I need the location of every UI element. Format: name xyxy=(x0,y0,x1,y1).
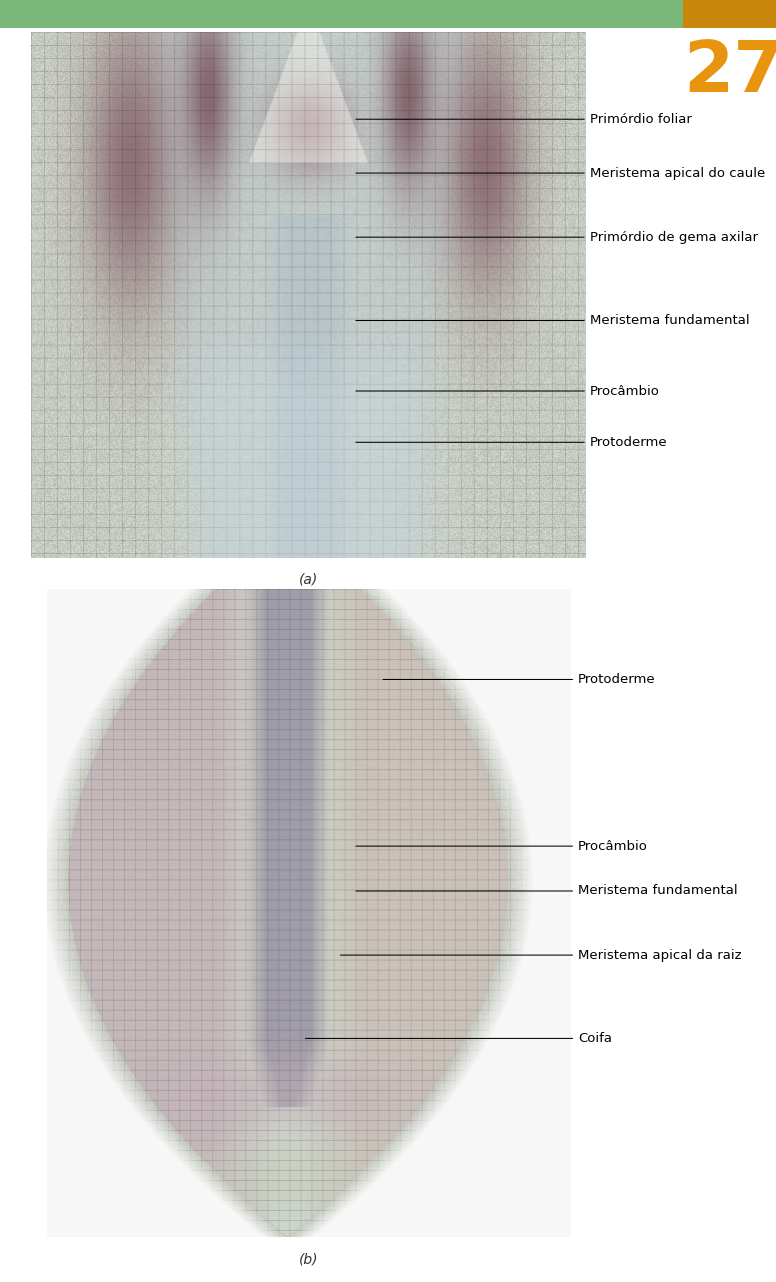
Text: Primórdio de gema axilar: Primórdio de gema axilar xyxy=(356,231,757,244)
Text: Procâmbio: Procâmbio xyxy=(356,840,648,853)
Text: Meristema apical do caule: Meristema apical do caule xyxy=(356,167,765,179)
Bar xyxy=(0,0,683,28)
Text: Procâmbio: Procâmbio xyxy=(356,385,660,397)
Text: Protoderme: Protoderme xyxy=(356,436,667,449)
Text: Meristema fundamental: Meristema fundamental xyxy=(356,885,738,897)
Text: Meristema apical da raiz: Meristema apical da raiz xyxy=(341,949,742,962)
Bar xyxy=(683,0,776,28)
Text: (a): (a) xyxy=(299,573,318,587)
Text: Protoderme: Protoderme xyxy=(383,673,656,686)
Text: Coifa: Coifa xyxy=(306,1032,612,1045)
Text: (b): (b) xyxy=(299,1253,318,1267)
Text: Primórdio foliar: Primórdio foliar xyxy=(356,113,691,126)
Text: Meristema fundamental: Meristema fundamental xyxy=(356,314,750,327)
Text: 27: 27 xyxy=(683,38,776,106)
